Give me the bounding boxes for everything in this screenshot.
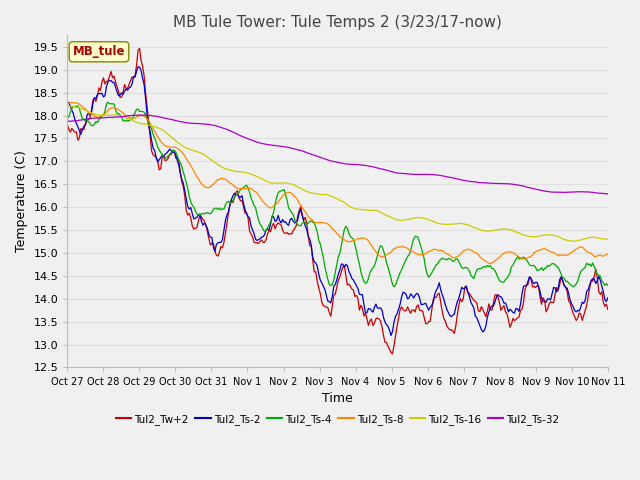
Tul2_Ts-8 <box>604 251 612 257</box>
Tul2_Ts-4 <box>604 282 612 288</box>
Legend: Tul2_Tw+2, Tul2_Ts-2, Tul2_Ts-4, Tul2_Ts-8, Tul2_Ts-16, Tul2_Ts-32: Tul2_Tw+2, Tul2_Ts-2, Tul2_Ts-4, Tul2_Ts… <box>111 409 564 429</box>
Tul2_Ts-16 <box>225 167 232 172</box>
Tul2_Ts-2 <box>301 223 309 228</box>
Tul2_Ts-2 <box>130 73 138 79</box>
Tul2_Ts-32 <box>140 112 148 118</box>
Tul2_Ts-2 <box>226 202 234 208</box>
Line: Tul2_Ts-4: Tul2_Ts-4 <box>67 102 608 287</box>
Tul2_Ts-16 <box>130 118 138 124</box>
Tul2_Ts-16 <box>252 173 259 179</box>
Tul2_Ts-2 <box>604 295 612 301</box>
Tul2_Ts-2 <box>577 304 584 310</box>
Tul2_Ts-32 <box>253 139 261 145</box>
Tul2_Ts-2 <box>244 214 252 219</box>
Tul2_Ts-32 <box>602 191 610 197</box>
Tul2_Ts-8 <box>63 100 71 106</box>
Tul2_Ts-8 <box>577 244 584 250</box>
Tul2_Ts-4 <box>63 115 71 121</box>
Tul2_Ts-8 <box>68 99 76 105</box>
Tul2_Ts-2 <box>134 64 142 70</box>
Tul2_Ts-8 <box>301 209 309 215</box>
Tul2_Ts-4 <box>104 99 112 105</box>
Text: MB_tule: MB_tule <box>73 45 125 58</box>
Tul2_Ts-32 <box>130 112 138 118</box>
Tul2_Ts-32 <box>604 191 612 197</box>
Tul2_Tw+2 <box>253 240 261 245</box>
Tul2_Tw+2 <box>130 75 138 81</box>
Tul2_Tw+2 <box>244 215 252 220</box>
Line: Tul2_Ts-2: Tul2_Ts-2 <box>67 67 608 336</box>
Line: Tul2_Ts-16: Tul2_Ts-16 <box>67 106 608 241</box>
Tul2_Ts-4 <box>570 284 577 290</box>
Line: Tul2_Ts-32: Tul2_Ts-32 <box>67 115 608 194</box>
Tul2_Ts-4 <box>253 212 261 217</box>
Tul2_Ts-4 <box>226 200 234 205</box>
Tul2_Ts-32 <box>244 136 252 142</box>
Tul2_Ts-4 <box>131 109 139 115</box>
Tul2_Ts-2 <box>253 238 261 243</box>
Tul2_Ts-8 <box>131 115 139 121</box>
Tul2_Ts-32 <box>63 119 71 124</box>
Tul2_Tw+2 <box>604 307 612 312</box>
Title: MB Tule Tower: Tule Temps 2 (3/23/17-now): MB Tule Tower: Tule Temps 2 (3/23/17-now… <box>173 15 502 30</box>
Tul2_Ts-16 <box>604 236 612 242</box>
Tul2_Ts-2 <box>63 100 71 106</box>
Tul2_Ts-16 <box>63 103 71 108</box>
Tul2_Tw+2 <box>136 46 143 51</box>
Tul2_Tw+2 <box>301 215 309 220</box>
Tul2_Tw+2 <box>388 351 396 357</box>
Tul2_Ts-8 <box>486 261 494 266</box>
Line: Tul2_Ts-8: Tul2_Ts-8 <box>67 102 608 264</box>
Tul2_Ts-32 <box>226 128 234 133</box>
Tul2_Ts-16 <box>575 238 583 243</box>
Tul2_Ts-8 <box>253 190 261 196</box>
Line: Tul2_Tw+2: Tul2_Tw+2 <box>67 48 608 354</box>
Tul2_Ts-16 <box>243 170 250 176</box>
Tul2_Ts-16 <box>568 238 575 244</box>
X-axis label: Time: Time <box>322 392 353 405</box>
Tul2_Ts-2 <box>387 333 395 338</box>
Tul2_Ts-32 <box>575 189 583 194</box>
Tul2_Ts-8 <box>244 186 252 192</box>
Tul2_Ts-4 <box>577 269 584 275</box>
Tul2_Ts-4 <box>244 185 252 191</box>
Tul2_Tw+2 <box>63 121 71 127</box>
Tul2_Ts-16 <box>300 187 308 193</box>
Tul2_Tw+2 <box>577 311 584 317</box>
Tul2_Ts-32 <box>301 149 309 155</box>
Y-axis label: Temperature (C): Temperature (C) <box>15 150 28 252</box>
Tul2_Ts-4 <box>301 219 309 225</box>
Tul2_Ts-8 <box>226 180 234 186</box>
Tul2_Tw+2 <box>226 202 234 207</box>
